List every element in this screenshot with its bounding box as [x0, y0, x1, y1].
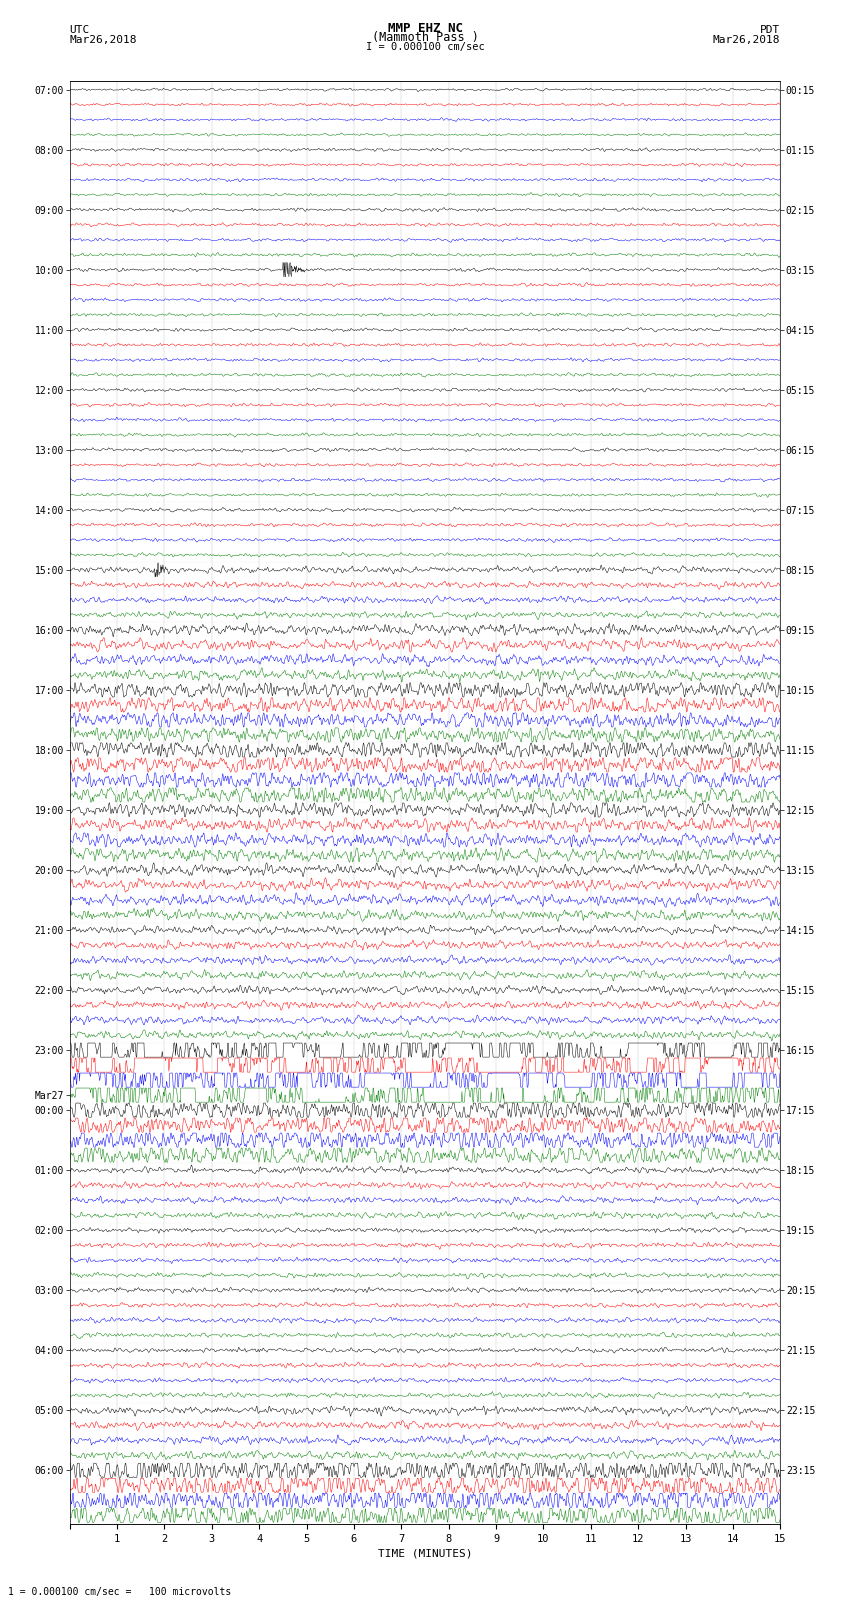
Text: I = 0.000100 cm/sec: I = 0.000100 cm/sec [366, 42, 484, 52]
Text: MMP EHZ NC: MMP EHZ NC [388, 21, 462, 35]
Text: UTC: UTC [70, 24, 90, 35]
Text: (Mammoth Pass ): (Mammoth Pass ) [371, 31, 479, 44]
X-axis label: TIME (MINUTES): TIME (MINUTES) [377, 1548, 473, 1558]
Text: Mar26,2018: Mar26,2018 [70, 35, 137, 45]
Text: Mar26,2018: Mar26,2018 [713, 35, 780, 45]
Text: PDT: PDT [760, 24, 780, 35]
Text: 1 = 0.000100 cm/sec =   100 microvolts: 1 = 0.000100 cm/sec = 100 microvolts [8, 1587, 232, 1597]
